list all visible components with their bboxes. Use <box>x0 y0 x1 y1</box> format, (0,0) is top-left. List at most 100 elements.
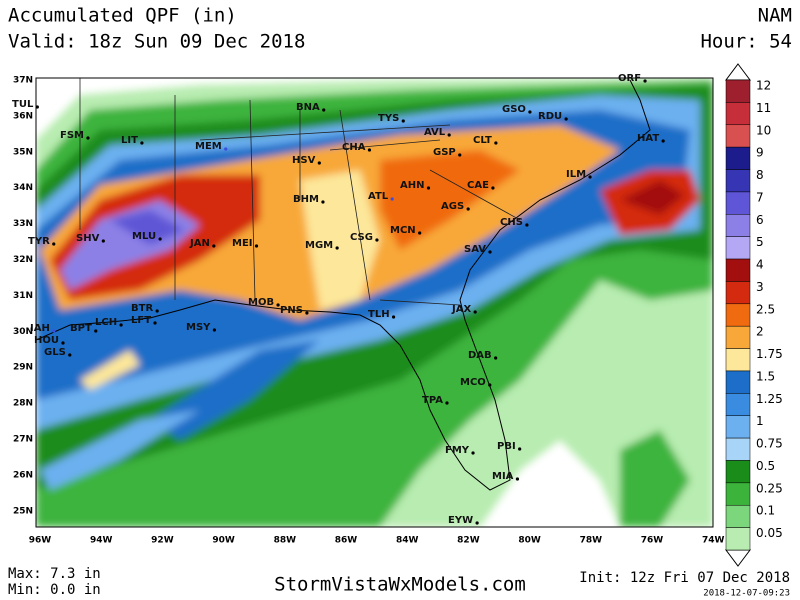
city-dot <box>305 311 309 315</box>
valid-time: Valid: 18z Sun 09 Dec 2018 <box>8 31 305 53</box>
city-dot <box>153 321 157 325</box>
city-layer: TUL FSM LIT MEM BNA TYS GSO RDU ORF HAT AVL CLT CHA G… <box>12 73 665 526</box>
city-label: BHM <box>293 194 319 205</box>
lat-label: 30N <box>13 327 33 337</box>
legend-label: 6 <box>756 213 764 227</box>
city-label: PBI <box>497 441 516 452</box>
legend-swatch <box>725 146 751 170</box>
city-dot <box>471 451 475 455</box>
city-label: MSY <box>186 322 211 333</box>
lon-label: 94W <box>90 536 113 546</box>
init-time: Init: 12z Fri 07 Dec 2018 <box>579 570 790 586</box>
city-label: MEM <box>195 141 222 152</box>
lon-label: 74W <box>702 536 725 546</box>
city-label: CLT <box>473 135 492 146</box>
lon-label: 92W <box>151 536 174 546</box>
city-dot <box>94 329 98 333</box>
city-label: ATL <box>368 191 389 202</box>
legend-swatch <box>725 102 751 126</box>
city-dot <box>661 139 665 143</box>
legend-swatch <box>725 348 751 372</box>
city-dot <box>86 136 90 140</box>
lat-label: 27N <box>13 435 33 445</box>
city-label: LFT <box>131 315 151 326</box>
legend-swatch <box>725 124 751 148</box>
axis-labels: 37N 36N 35N 34N 33N 32N 31N 30N 29N 28N 27N 26N 25N 9… <box>13 76 725 546</box>
city-dot <box>68 353 72 357</box>
city-dot <box>276 303 280 307</box>
lon-label: 78W <box>580 536 603 546</box>
legend-label: 3 <box>756 280 764 294</box>
lon-label: 96W <box>29 536 52 546</box>
lat-label: 32N <box>13 255 33 265</box>
city-dot <box>52 329 56 333</box>
city-dot <box>390 197 394 201</box>
forecast-hour: Hour: 54 <box>700 31 792 53</box>
city-dot <box>391 315 396 319</box>
city-dot <box>494 141 498 145</box>
lat-label: 29N <box>13 363 33 373</box>
city-label: GLS <box>44 347 66 358</box>
city-dot <box>643 79 647 83</box>
city-dot <box>158 237 162 241</box>
legend-swatch <box>725 303 751 327</box>
city-label: AVL <box>424 127 446 138</box>
city-dot <box>322 108 326 112</box>
city-dot <box>447 133 451 137</box>
legend-label: 0.75 <box>756 437 783 451</box>
city-label: SAV <box>464 244 486 255</box>
lon-label: 88W <box>274 536 297 546</box>
city-dot <box>52 242 56 246</box>
city-dot <box>375 238 379 242</box>
city-label: AHN <box>400 180 424 191</box>
city-label: GSO <box>502 104 526 115</box>
map-frame <box>35 77 714 528</box>
city-label: TPA <box>422 395 443 406</box>
city-label: HOU <box>34 335 59 346</box>
city-dot <box>445 401 449 405</box>
city-label: TLH <box>368 309 390 320</box>
lon-label: 82W <box>457 536 480 546</box>
city-dot <box>494 356 498 360</box>
lat-label: 25N <box>13 506 33 516</box>
max-value: Max: 7.3 in <box>8 566 101 582</box>
city-label: TUL <box>12 99 34 110</box>
city-label: EYW <box>448 515 473 526</box>
city-label: TYS <box>378 113 399 124</box>
legend-swatch <box>725 437 751 461</box>
city-label: ILM <box>566 169 586 180</box>
city-label: GSP <box>433 147 456 158</box>
city-dot <box>475 521 479 525</box>
city-dot <box>317 161 321 165</box>
city-label: FMY <box>445 445 470 456</box>
legend-label: 1.5 <box>756 369 775 383</box>
lon-label: 80W <box>518 536 541 546</box>
legend-swatch <box>725 325 751 349</box>
city-dot <box>528 110 532 114</box>
city-label: RDU <box>538 111 562 122</box>
city-dot <box>401 119 405 123</box>
city-label: CAE <box>467 180 489 191</box>
legend-cap <box>725 63 751 81</box>
city-dot <box>426 186 431 190</box>
legend-swatch <box>725 370 751 394</box>
city-dot <box>101 239 105 243</box>
legend-swatch <box>725 415 751 439</box>
city-dot <box>588 175 592 179</box>
legend-swatch <box>725 214 751 237</box>
legend-label: 10 <box>756 123 771 137</box>
city-dot <box>335 246 339 250</box>
city-label: DAB <box>468 350 492 361</box>
legend-cap <box>725 549 751 567</box>
city-dot <box>466 207 470 211</box>
lon-label: 76W <box>641 536 664 546</box>
city-dot <box>488 250 492 254</box>
city-dot <box>418 231 422 235</box>
model: NAM <box>758 5 792 27</box>
lon-label: 86W <box>335 536 358 546</box>
city-dot <box>61 341 65 345</box>
city-dot <box>119 323 123 327</box>
city-label: BNA <box>296 102 320 113</box>
city-label: FSM <box>60 130 84 141</box>
